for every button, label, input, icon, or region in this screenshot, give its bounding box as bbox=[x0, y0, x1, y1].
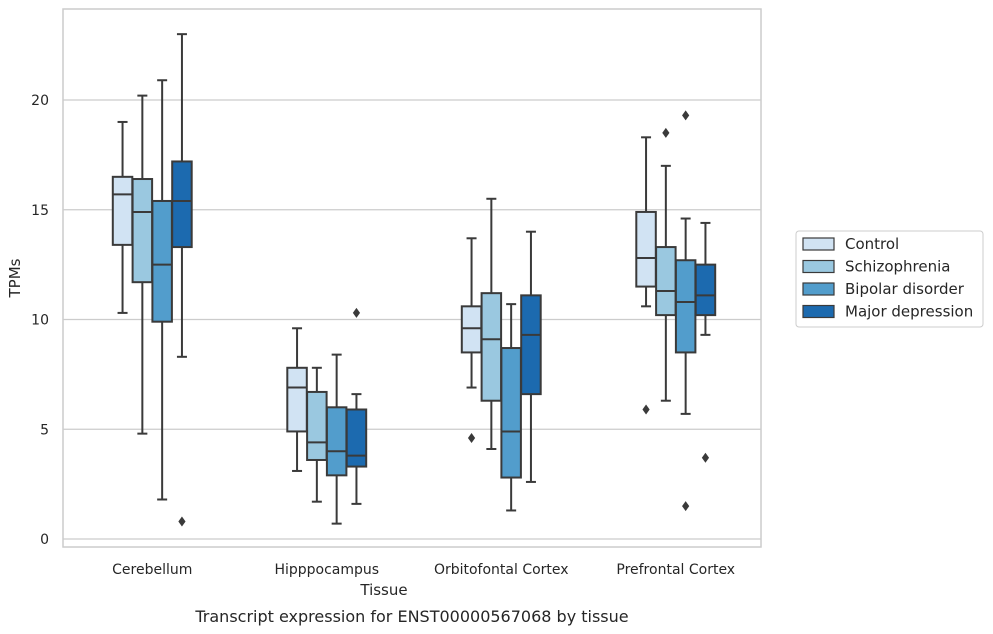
legend-swatch bbox=[802, 282, 835, 296]
box-major-depression bbox=[694, 221, 717, 463]
legend-box bbox=[795, 230, 984, 328]
legend-swatch bbox=[802, 237, 835, 251]
box-groups bbox=[111, 33, 717, 527]
outlier-point bbox=[352, 307, 361, 318]
legend-swatch bbox=[802, 304, 835, 319]
legend-label: Control bbox=[845, 235, 899, 253]
outlier-point bbox=[467, 433, 476, 444]
legend-swatch bbox=[802, 259, 835, 274]
x-axis-label: Tissue bbox=[359, 581, 407, 599]
y-tick-label: 0 bbox=[40, 532, 49, 548]
y-tick-label: 15 bbox=[31, 203, 49, 219]
box-body bbox=[520, 294, 542, 396]
outlier-point bbox=[682, 501, 690, 512]
outlier-point bbox=[701, 452, 710, 463]
box-body bbox=[635, 210, 657, 288]
chart-caption: Transcript expression for ENST0000056706… bbox=[194, 607, 628, 626]
box-bipolar-disorder bbox=[151, 79, 173, 501]
legend-label: Bipolar disorder bbox=[845, 280, 965, 298]
box-body bbox=[306, 390, 328, 461]
box-control bbox=[635, 136, 657, 415]
outlier-point bbox=[178, 516, 186, 527]
legend: Control Schizophrenia Bipolar disorder Majo… bbox=[795, 230, 984, 328]
box-body bbox=[131, 178, 154, 284]
box-control bbox=[111, 120, 134, 314]
box-body bbox=[480, 292, 503, 402]
y-tick-label: 10 bbox=[31, 313, 49, 329]
x-tick-label: Cerebellum bbox=[112, 562, 192, 578]
outlier-point bbox=[662, 127, 670, 138]
x-tick-labels: Cerebellum Hipppocampus Orbitofontal Corte… bbox=[112, 562, 735, 578]
box-control bbox=[460, 237, 483, 444]
box-body bbox=[460, 305, 483, 354]
box-body bbox=[655, 246, 677, 317]
grid-lines bbox=[63, 99, 761, 540]
outlier-point bbox=[682, 110, 690, 121]
x-tick-label: Prefrontal Cortex bbox=[616, 562, 735, 578]
y-tick-label: 20 bbox=[31, 93, 49, 109]
y-tick-labels: 0 5 10 15 20 bbox=[31, 93, 49, 548]
box-body bbox=[325, 406, 348, 477]
box-body bbox=[674, 259, 697, 354]
box-major-depression bbox=[171, 33, 193, 527]
box-bipolar-disorder bbox=[500, 303, 522, 512]
box-major-depression bbox=[345, 307, 368, 505]
box-schizophrenia bbox=[655, 127, 677, 402]
legend-label: Major depression bbox=[845, 303, 973, 321]
outlier-point bbox=[642, 404, 650, 415]
legend-label: Schizophrenia bbox=[845, 258, 950, 276]
x-tick-label: Orbitofontal Cortex bbox=[434, 562, 569, 578]
y-axis-label: TPMs bbox=[6, 258, 24, 298]
box-body bbox=[345, 408, 368, 468]
box-body bbox=[151, 199, 173, 323]
y-tick-label: 5 bbox=[40, 422, 49, 438]
x-tick-label: Hipppocampus bbox=[274, 562, 379, 578]
box-body bbox=[286, 366, 308, 433]
box-schizophrenia bbox=[480, 197, 503, 451]
box-body bbox=[694, 263, 717, 317]
box-body bbox=[111, 175, 134, 246]
box-control bbox=[286, 327, 308, 472]
box-body bbox=[500, 347, 522, 479]
box-body bbox=[171, 160, 193, 249]
box-major-depression bbox=[520, 230, 542, 483]
